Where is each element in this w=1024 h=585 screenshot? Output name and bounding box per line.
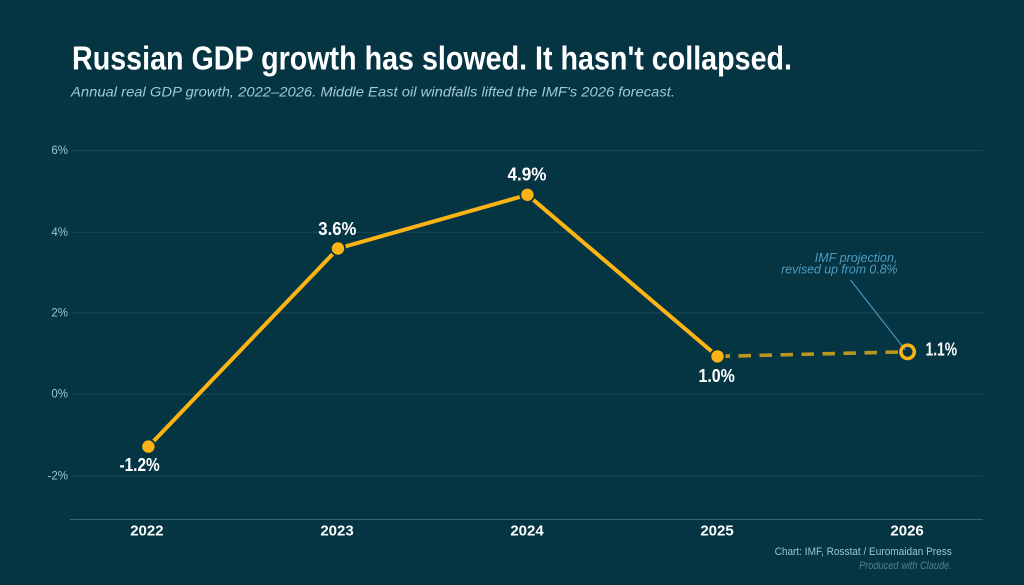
svg-text:4.9%: 4.9% (508, 164, 547, 185)
svg-text:Russian GDP growth has slowed.: Russian GDP growth has slowed. It hasn't… (72, 40, 792, 77)
svg-text:3.6%: 3.6% (318, 218, 356, 239)
svg-text:2%: 2% (51, 307, 68, 319)
svg-text:Chart: IMF, Rosstat / Euromaid: Chart: IMF, Rosstat / Euromaidan Press (775, 546, 953, 558)
svg-text:1.0%: 1.0% (699, 365, 735, 386)
svg-text:revised up from 0.8%: revised up from 0.8% (781, 262, 897, 277)
svg-text:2025: 2025 (700, 523, 733, 540)
svg-text:1.1%: 1.1% (926, 339, 958, 360)
svg-text:Annual real GDP growth, 2022–2: Annual real GDP growth, 2022–2026. Middl… (70, 84, 675, 100)
svg-text:2026: 2026 (890, 523, 923, 540)
svg-text:2023: 2023 (320, 523, 353, 540)
svg-text:4%: 4% (51, 227, 68, 239)
svg-text:IMF projection,: IMF projection, (815, 250, 898, 265)
svg-text:2022: 2022 (130, 523, 163, 540)
svg-text:-1.2%: -1.2% (119, 454, 159, 475)
svg-text:6%: 6% (51, 145, 68, 157)
svg-text:-2%: -2% (48, 471, 68, 483)
svg-text:0%: 0% (51, 389, 68, 401)
svg-text:Produced with Claude.: Produced with Claude. (859, 560, 952, 572)
svg-text:2024: 2024 (510, 523, 544, 540)
